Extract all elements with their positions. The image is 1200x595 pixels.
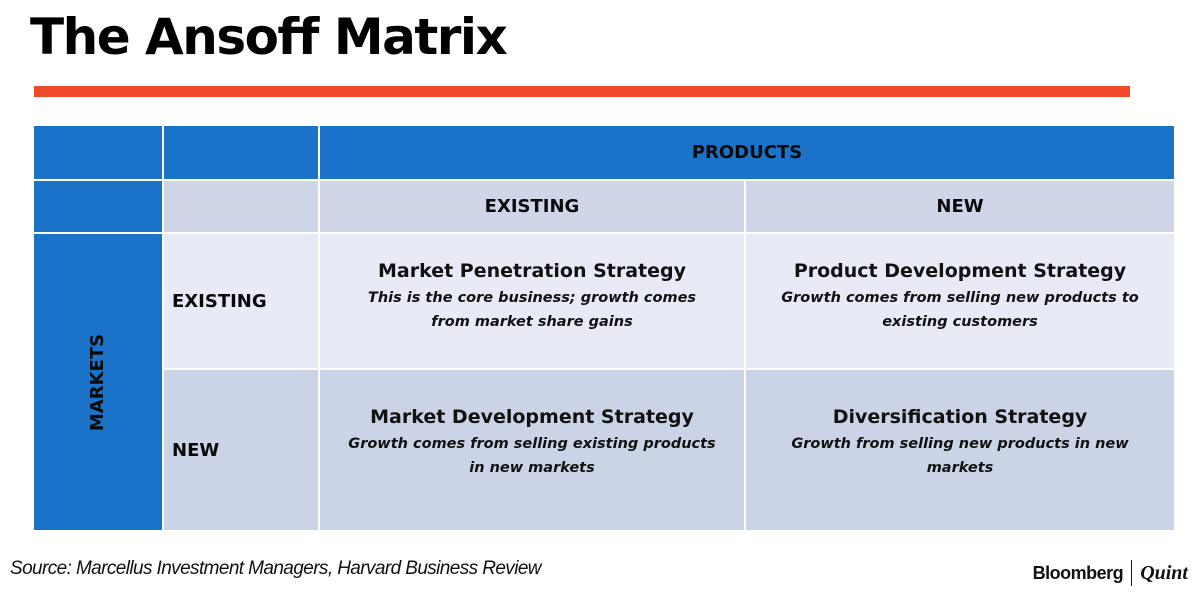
brand-separator — [1131, 560, 1133, 586]
source-note: Source: Marcellus Investment Managers, H… — [10, 558, 542, 579]
strategy-description: This is the core business; growth comes … — [367, 290, 697, 330]
strategy-title: Market Penetration Strategy — [377, 260, 686, 282]
corner-cell-top — [164, 126, 318, 179]
ansoff-matrix: PRODUCTS EXISTING NEW MARKETS EXISTING M… — [34, 126, 1174, 530]
title-divider — [34, 86, 1130, 97]
row-header-new: NEW — [164, 370, 318, 530]
strategy-description: Growth from selling new products in new … — [791, 436, 1129, 476]
brand-secondary: Quint — [1140, 561, 1188, 584]
strategy-description: Growth comes from selling new products t… — [781, 290, 1139, 330]
row-header-existing: EXISTING — [164, 234, 318, 368]
strategy-title: Product Development Strategy — [793, 260, 1127, 282]
brand-logo: Bloomberg Quint — [1033, 560, 1188, 586]
diversification-cell: Diversification Strategy Growth from sel… — [746, 370, 1174, 530]
products-header: PRODUCTS — [320, 126, 1174, 179]
strategy-title: Diversification Strategy — [832, 406, 1088, 428]
corner-cell-top-left — [34, 126, 162, 179]
strategy-description: Growth comes from selling existing produ… — [348, 436, 716, 476]
markets-header: MARKETS — [34, 234, 162, 530]
corner-cell-left — [34, 181, 162, 232]
page-title: The Ansoff Matrix — [30, 8, 508, 66]
brand-primary: Bloomberg — [1032, 562, 1124, 583]
market-penetration-cell: Market Penetration Strategy This is the … — [320, 234, 744, 368]
markets-header-label: MARKETS — [87, 333, 109, 431]
strategy-title: Market Development Strategy — [370, 406, 694, 428]
market-development-cell: Market Development Strategy Growth comes… — [320, 370, 744, 530]
corner-cell-inner — [164, 181, 318, 232]
column-header-existing: EXISTING — [320, 181, 744, 232]
column-header-new: NEW — [746, 181, 1174, 232]
product-development-cell: Product Development Strategy Growth come… — [746, 234, 1174, 368]
